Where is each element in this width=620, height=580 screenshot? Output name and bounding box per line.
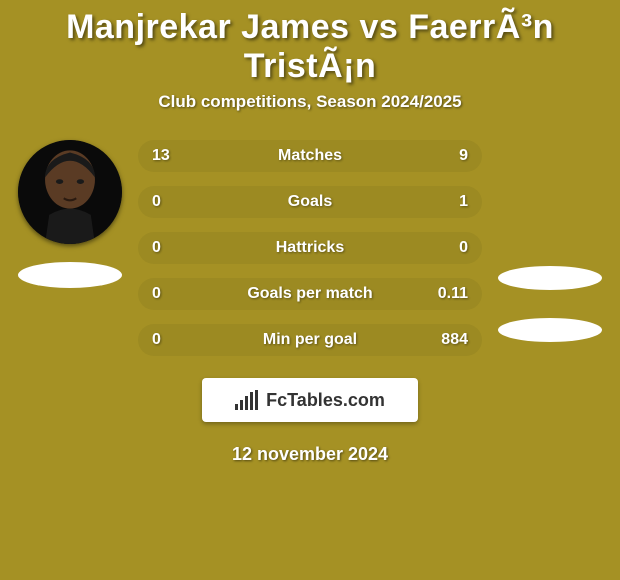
stat-right-value: 884 bbox=[428, 331, 468, 349]
player-right-ellipse-2 bbox=[498, 318, 602, 342]
stat-row-gpm: 0 Goals per match 0.11 bbox=[138, 278, 482, 310]
player-left-column bbox=[10, 140, 130, 288]
stat-left-value: 0 bbox=[152, 239, 192, 257]
player-left-avatar bbox=[18, 140, 122, 244]
attribution-text: FcTables.com bbox=[266, 390, 385, 411]
stat-right-value: 0 bbox=[428, 239, 468, 257]
stat-row-mpg: 0 Min per goal 884 bbox=[138, 324, 482, 356]
players-row: 13 Matches 9 0 Goals 1 0 Hattricks 0 0 G… bbox=[0, 140, 620, 356]
stat-row-hattricks: 0 Hattricks 0 bbox=[138, 232, 482, 264]
stat-left-value: 0 bbox=[152, 193, 192, 211]
player-left-shadow bbox=[18, 262, 122, 288]
stat-row-matches: 13 Matches 9 bbox=[138, 140, 482, 172]
stat-left-value: 0 bbox=[152, 285, 192, 303]
comparison-card: Manjrekar James vs FaerrÃ³n TristÃ¡n Clu… bbox=[0, 0, 620, 580]
stat-right-value: 1 bbox=[428, 193, 468, 211]
player-right-ellipse-1 bbox=[498, 266, 602, 290]
date-label: 12 november 2024 bbox=[0, 444, 620, 465]
stat-left-value: 13 bbox=[152, 147, 192, 165]
page-title: Manjrekar James vs FaerrÃ³n TristÃ¡n bbox=[0, 0, 620, 92]
stat-row-goals: 0 Goals 1 bbox=[138, 186, 482, 218]
attribution-badge[interactable]: FcTables.com bbox=[202, 378, 418, 422]
stat-right-value: 9 bbox=[428, 147, 468, 165]
player-right-ellipses bbox=[498, 266, 602, 342]
bar-chart-icon bbox=[235, 390, 258, 410]
stat-right-value: 0.11 bbox=[428, 285, 468, 303]
subtitle: Club competitions, Season 2024/2025 bbox=[0, 92, 620, 112]
stats-list: 13 Matches 9 0 Goals 1 0 Hattricks 0 0 G… bbox=[130, 140, 490, 356]
face-silhouette-icon bbox=[18, 140, 122, 244]
stat-left-value: 0 bbox=[152, 331, 192, 349]
